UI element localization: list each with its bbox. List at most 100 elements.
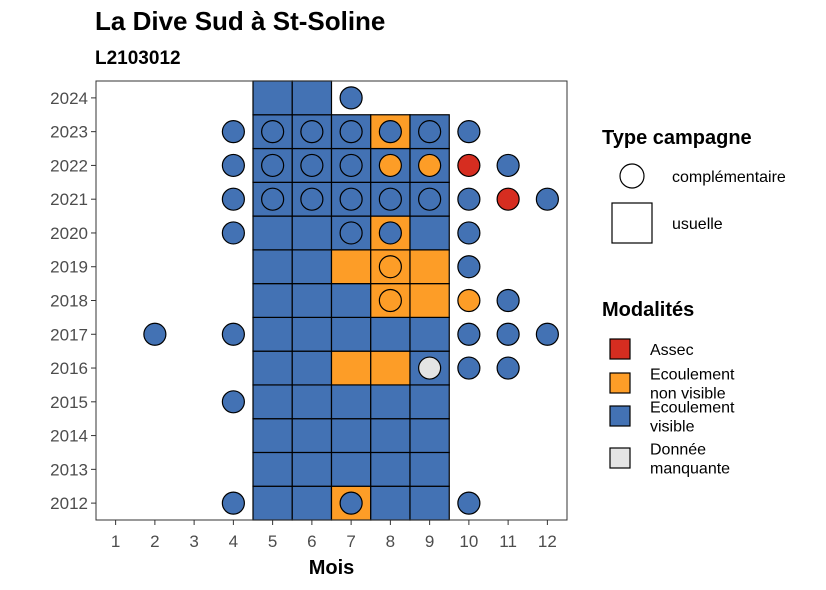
point-2023-7 [339, 120, 363, 144]
y-tick-label: 2022 [50, 156, 88, 175]
tile-2024-6 [291, 80, 333, 116]
legend-fill-label: visible [650, 419, 695, 436]
tile-2014-5 [252, 418, 293, 454]
point-2022-6 [300, 153, 324, 178]
x-tick-label: 4 [229, 532, 238, 551]
tile-2017-9 [409, 316, 450, 352]
tile-2014-9 [409, 418, 450, 454]
y-tick-label: 2019 [50, 258, 88, 277]
x-tick-label: 1 [111, 532, 120, 551]
legend-fill-key-visible [609, 405, 631, 427]
tile-2012-5 [252, 485, 293, 521]
point-2012-10 [457, 491, 481, 515]
point-2020-4 [221, 221, 245, 245]
point-2021-8 [378, 187, 402, 211]
tile-2019-5 [252, 249, 293, 285]
legend-fill-key-non_visible [609, 372, 631, 394]
legend-shape-label-usuelle: usuelle [672, 216, 723, 233]
tile-2017-7 [330, 316, 372, 352]
legend-circle-key [619, 163, 645, 189]
point-2023-6 [300, 120, 324, 144]
point-2018-11 [496, 288, 520, 313]
point-2022-7 [339, 153, 363, 178]
x-tick-label: 10 [459, 532, 478, 551]
legend-fill-label: Ecoulement [650, 367, 735, 384]
tile-2015-7 [330, 384, 372, 420]
point-2022-9 [418, 153, 442, 178]
point-2021-12 [535, 187, 559, 211]
legend-shape-title: Type campagne [602, 127, 752, 149]
point-2024-7 [339, 86, 363, 110]
legend-fill-label: non visible [650, 386, 726, 403]
y-tick-label: 2021 [50, 190, 88, 209]
x-tick-label: 12 [538, 532, 557, 551]
tile-2018-5 [252, 283, 293, 318]
legend-square-key [611, 202, 653, 244]
point-2021-9 [418, 187, 442, 211]
point-2021-5 [261, 187, 285, 211]
legend-type-campagne: Type campagne complémentaire usuelle [602, 127, 786, 244]
tile-2016-5 [252, 350, 293, 386]
tile-2024-5 [252, 80, 293, 116]
point-2017-4 [221, 322, 245, 346]
point-2022-11 [496, 153, 520, 178]
tile-2013-5 [252, 451, 293, 487]
chart-subtitle: L2103012 [95, 48, 181, 69]
point-2021-11 [496, 187, 520, 211]
legend-fill-label: Donnée [650, 442, 706, 459]
point-2017-11 [496, 322, 520, 346]
point-2021-4 [221, 187, 245, 211]
y-tick-label: 2023 [50, 123, 88, 142]
x-tick-label: 5 [268, 532, 277, 551]
point-2023-4 [221, 120, 245, 144]
legend-shape-label-complementaire: complémentaire [672, 169, 786, 186]
tile-2019-6 [291, 249, 333, 285]
tile-2014-7 [330, 418, 372, 454]
chart-title: La Dive Sud à St-Soline [95, 6, 385, 36]
point-2019-10 [457, 255, 481, 279]
tile-2015-5 [252, 384, 293, 420]
point-2022-5 [261, 153, 285, 178]
tile-2013-8 [370, 451, 411, 487]
point-2019-8 [378, 255, 402, 279]
y-tick-label: 2024 [50, 89, 88, 108]
y-tick-label: 2014 [50, 427, 88, 446]
point-2023-5 [261, 120, 285, 144]
tile-2020-5 [252, 215, 293, 251]
point-2016-10 [457, 356, 481, 380]
x-axis-title: Mois [309, 557, 355, 579]
complementaire-points [143, 86, 559, 515]
x-tick-label: 9 [425, 532, 434, 551]
legend-fill-label: manquante [650, 461, 730, 478]
tile-2013-6 [291, 451, 333, 487]
tile-2020-6 [291, 215, 333, 251]
tile-2019-9 [409, 249, 450, 285]
point-2023-9 [418, 120, 442, 144]
point-2016-9 [418, 356, 442, 380]
tile-2016-6 [291, 350, 333, 386]
point-2021-10 [457, 187, 481, 211]
tile-2017-5 [252, 316, 293, 352]
y-tick-label: 2017 [50, 325, 88, 344]
point-2021-6 [300, 187, 324, 211]
tile-2012-8 [370, 485, 411, 521]
point-2020-8 [378, 221, 402, 245]
point-2017-2 [143, 322, 167, 346]
tile-2012-9 [409, 485, 450, 521]
point-2022-8 [378, 153, 402, 178]
tile-2017-8 [370, 316, 411, 352]
tile-2015-8 [370, 384, 411, 420]
y-tick-label: 2015 [50, 393, 88, 412]
x-tick-label: 2 [150, 532, 159, 551]
point-2020-7 [339, 221, 363, 245]
point-2016-11 [496, 356, 520, 380]
legend-fill-label: Ecoulement [650, 400, 735, 417]
x-tick-label: 11 [499, 532, 517, 551]
legend-fill-label: Assec [650, 342, 694, 359]
point-2017-12 [535, 322, 559, 346]
point-2018-10 [457, 288, 481, 313]
x-tick-label: 6 [307, 532, 316, 551]
tile-2020-9 [409, 215, 450, 251]
